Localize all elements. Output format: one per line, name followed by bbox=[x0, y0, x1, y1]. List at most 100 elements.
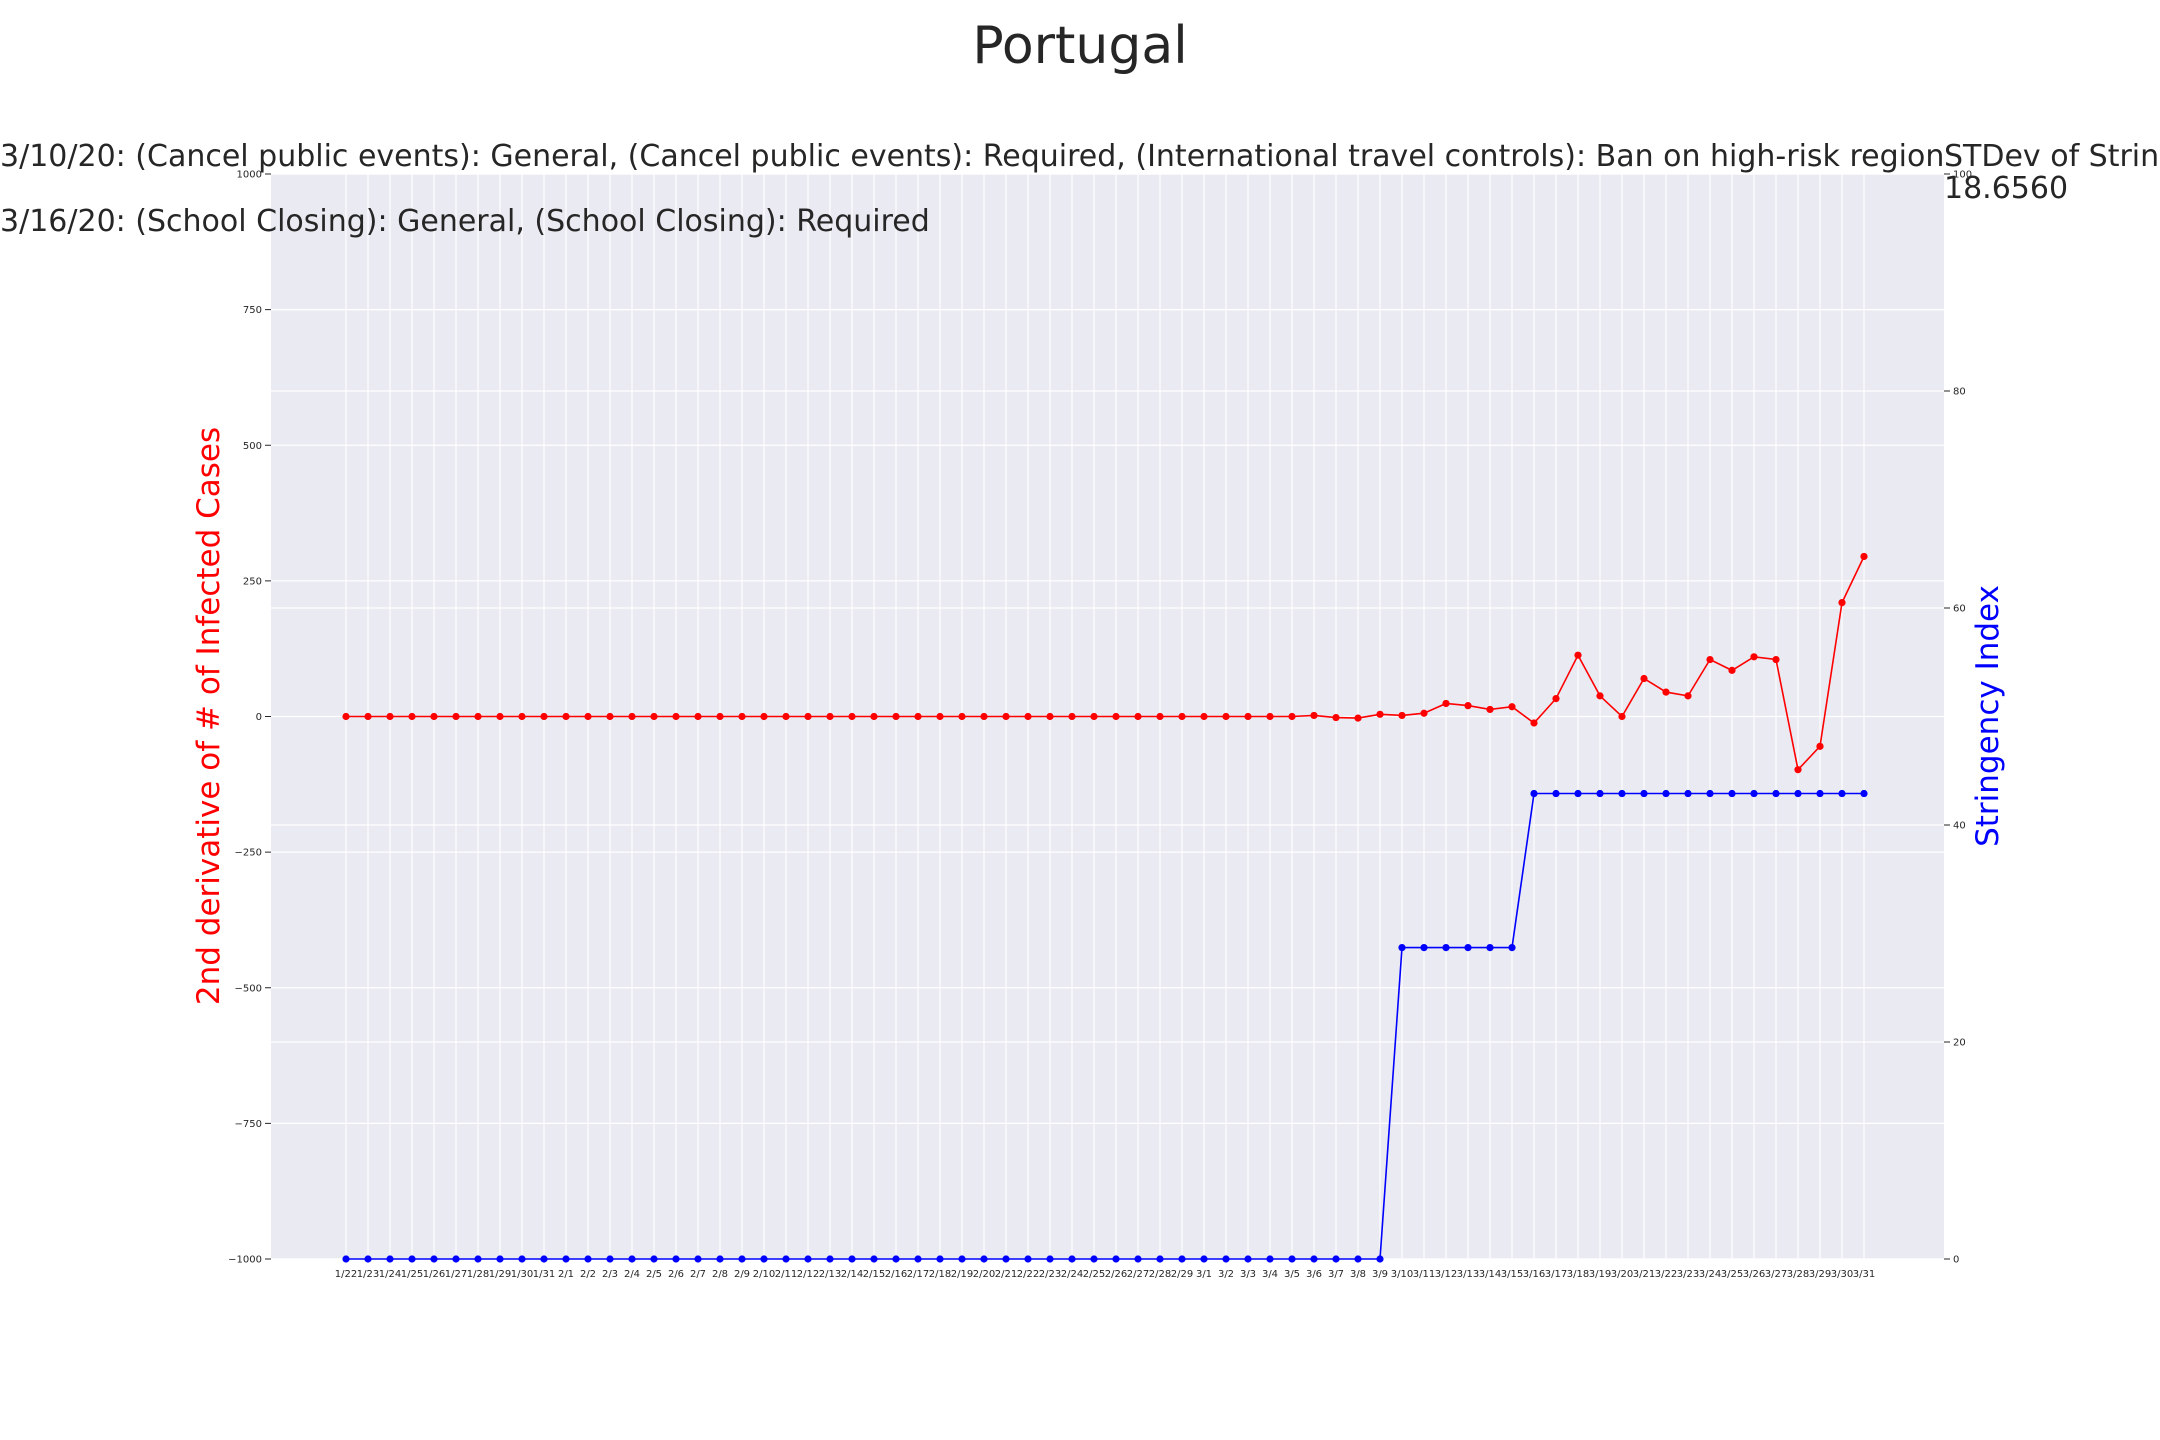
data-point-right bbox=[1772, 789, 1780, 798]
data-point-left bbox=[1046, 712, 1054, 721]
x-tick-label: 1/26 bbox=[423, 1269, 445, 1280]
data-point-left bbox=[1002, 712, 1010, 721]
data-point-left bbox=[958, 712, 966, 721]
x-tick-label: 3/9 bbox=[1372, 1269, 1388, 1280]
data-point-left bbox=[1244, 712, 1252, 721]
data-point-right bbox=[1134, 1255, 1142, 1263]
x-tick-label: 2/24 bbox=[1061, 1269, 1083, 1280]
data-point-right bbox=[1816, 789, 1824, 798]
x-tick-label: 3/17 bbox=[1545, 1269, 1567, 1280]
y-right-tick-label: 0 bbox=[1953, 1255, 1959, 1266]
data-point-right bbox=[1530, 789, 1538, 798]
data-point-right bbox=[914, 1255, 922, 1263]
x-tick-label: 3/7 bbox=[1328, 1269, 1344, 1280]
data-point-left bbox=[1772, 655, 1780, 664]
x-tick-label: 3/10 bbox=[1391, 1269, 1413, 1280]
data-point-right bbox=[870, 1255, 878, 1263]
y-right-tick-label: 80 bbox=[1953, 387, 1966, 398]
x-tick-label: 2/27 bbox=[1127, 1269, 1149, 1280]
data-point-left bbox=[672, 712, 680, 721]
data-point-left bbox=[342, 712, 350, 721]
data-point-right bbox=[1200, 1255, 1208, 1263]
y-right-tick-label: 100 bbox=[1953, 170, 1972, 181]
data-point-right bbox=[1266, 1255, 1274, 1263]
x-tick-label: 3/3 bbox=[1240, 1269, 1256, 1280]
data-point-right bbox=[1288, 1255, 1296, 1263]
y-right-tick-label: 40 bbox=[1953, 821, 1966, 832]
x-tick-label: 2/7 bbox=[690, 1269, 706, 1280]
x-tick-label: 2/23 bbox=[1039, 1269, 1061, 1280]
x-tick-label: 3/26 bbox=[1743, 1269, 1765, 1280]
data-point-left bbox=[628, 712, 636, 721]
axes: −1000 −750 −500 −250 0 250 500 750 1000 0 20 40 60 80… bbox=[228, 170, 1972, 1281]
y-right-tick-label: 60 bbox=[1953, 604, 1966, 615]
x-tick-label: 3/28 bbox=[1787, 1269, 1809, 1280]
x-tick-label: 3/30 bbox=[1831, 1269, 1853, 1280]
data-point-left bbox=[1310, 711, 1318, 720]
data-point-right bbox=[892, 1255, 900, 1263]
data-point-right bbox=[1860, 789, 1868, 798]
data-point-right bbox=[1508, 944, 1516, 952]
data-point-right bbox=[694, 1255, 702, 1263]
x-tick-label: 2/18 bbox=[929, 1269, 951, 1280]
x-tick-label: 2/13 bbox=[819, 1269, 841, 1280]
x-tick-label: 1/28 bbox=[467, 1269, 489, 1280]
x-tick-label: 3/13 bbox=[1457, 1269, 1479, 1280]
data-point-left bbox=[892, 712, 900, 721]
y-left-tick-label: 500 bbox=[243, 441, 262, 452]
y-axis-right-label: Stringency Index bbox=[1970, 585, 2006, 847]
data-point-right bbox=[1090, 1255, 1098, 1263]
data-point-left bbox=[1794, 766, 1802, 774]
y-left-tick-label: 0 bbox=[256, 712, 262, 723]
series bbox=[342, 552, 1868, 1263]
data-point-left bbox=[1222, 712, 1230, 721]
x-tick-label: 3/5 bbox=[1284, 1269, 1300, 1280]
y-left-tick-label: −500 bbox=[235, 983, 262, 994]
data-point-left bbox=[1750, 653, 1758, 661]
data-point-left bbox=[1684, 692, 1692, 700]
data-point-left bbox=[364, 712, 372, 721]
data-point-left bbox=[1706, 655, 1714, 664]
data-point-left bbox=[914, 712, 922, 721]
data-point-right bbox=[1684, 789, 1692, 798]
y-left-tick-label: 250 bbox=[243, 576, 262, 587]
data-point-left bbox=[1090, 712, 1098, 721]
x-tick-label: 2/4 bbox=[624, 1269, 640, 1280]
y-left-tick-label: 750 bbox=[243, 305, 262, 316]
data-point-right bbox=[672, 1255, 680, 1263]
data-point-right bbox=[1310, 1255, 1318, 1263]
data-point-right bbox=[1728, 789, 1736, 798]
x-tick-label: 1/25 bbox=[401, 1269, 423, 1280]
data-point-right bbox=[452, 1255, 460, 1263]
x-tick-label: 3/27 bbox=[1765, 1269, 1787, 1280]
data-point-left bbox=[1508, 703, 1516, 711]
data-point-right bbox=[826, 1255, 834, 1263]
data-point-right bbox=[1750, 789, 1758, 798]
data-point-left bbox=[1134, 712, 1142, 721]
x-tick-label: 2/29 bbox=[1171, 1269, 1193, 1280]
x-tick-label: 3/15 bbox=[1501, 1269, 1523, 1280]
stdev-value: 18.6560 bbox=[1944, 171, 2068, 206]
data-point-left bbox=[1398, 711, 1406, 720]
data-point-left bbox=[540, 712, 548, 721]
x-tick-label: 2/15 bbox=[863, 1269, 885, 1280]
series-line-right bbox=[346, 792, 1864, 1260]
data-point-left bbox=[870, 712, 878, 721]
data-point-left bbox=[606, 712, 614, 721]
data-point-left bbox=[386, 712, 394, 721]
data-point-right bbox=[430, 1255, 438, 1263]
data-point-right bbox=[1486, 944, 1494, 952]
data-point-left bbox=[716, 712, 724, 721]
data-point-right bbox=[1574, 789, 1582, 798]
data-point-right bbox=[1046, 1255, 1054, 1263]
x-tick-label: 3/8 bbox=[1350, 1269, 1366, 1280]
data-point-left bbox=[1838, 598, 1846, 607]
data-point-left bbox=[782, 712, 790, 721]
y-right-tick-label: 20 bbox=[1953, 1038, 1966, 1049]
x-tick-label: 2/8 bbox=[712, 1269, 728, 1280]
data-point-right bbox=[606, 1255, 614, 1263]
data-point-left bbox=[1728, 666, 1736, 674]
x-tick-label: 2/1 bbox=[558, 1269, 574, 1280]
data-point-left bbox=[1288, 712, 1296, 721]
data-point-left bbox=[1816, 742, 1824, 750]
